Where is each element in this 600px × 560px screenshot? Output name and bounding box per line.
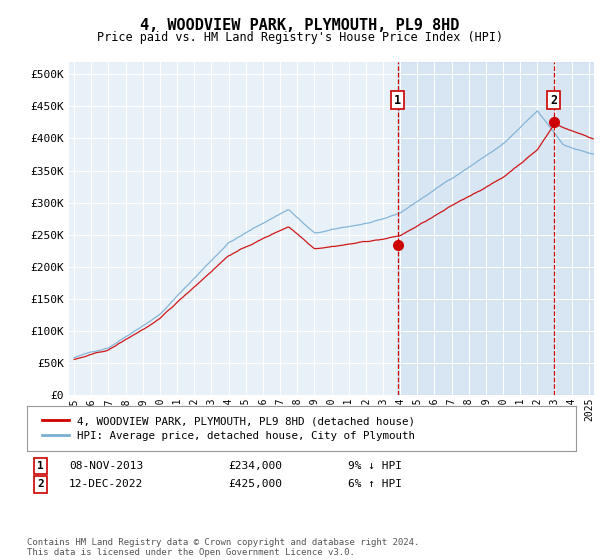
Text: 4, WOODVIEW PARK, PLYMOUTH, PL9 8HD: 4, WOODVIEW PARK, PLYMOUTH, PL9 8HD bbox=[140, 18, 460, 33]
Text: Price paid vs. HM Land Registry's House Price Index (HPI): Price paid vs. HM Land Registry's House … bbox=[97, 31, 503, 44]
Text: 1: 1 bbox=[37, 461, 44, 471]
Text: 12-DEC-2022: 12-DEC-2022 bbox=[69, 479, 143, 489]
Text: 1: 1 bbox=[394, 94, 401, 106]
Text: 6% ↑ HPI: 6% ↑ HPI bbox=[348, 479, 402, 489]
Text: 2: 2 bbox=[37, 479, 44, 489]
Text: Contains HM Land Registry data © Crown copyright and database right 2024.
This d: Contains HM Land Registry data © Crown c… bbox=[27, 538, 419, 557]
Text: £234,000: £234,000 bbox=[228, 461, 282, 471]
Text: 9% ↓ HPI: 9% ↓ HPI bbox=[348, 461, 402, 471]
Text: £425,000: £425,000 bbox=[228, 479, 282, 489]
Text: 08-NOV-2013: 08-NOV-2013 bbox=[69, 461, 143, 471]
Text: 2: 2 bbox=[550, 94, 557, 106]
Legend: 4, WOODVIEW PARK, PLYMOUTH, PL9 8HD (detached house), HPI: Average price, detach: 4, WOODVIEW PARK, PLYMOUTH, PL9 8HD (det… bbox=[38, 412, 419, 445]
Bar bbox=[398, 62, 600, 395]
